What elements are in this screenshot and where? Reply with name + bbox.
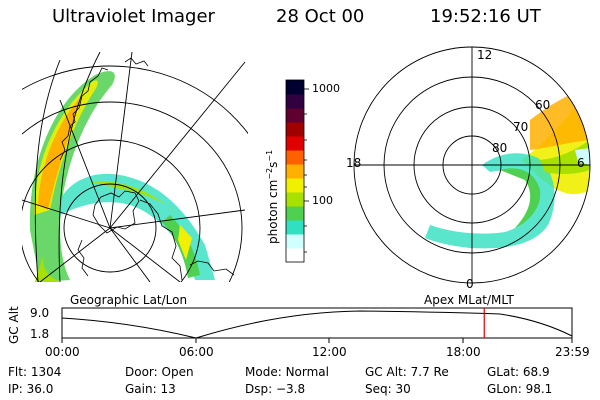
- polar-grid: [353, 46, 591, 284]
- timeline-xtick-1800: 18:00: [446, 345, 481, 359]
- glat-label: GLat:: [487, 365, 520, 379]
- timeline-xtick-1200: 12:00: [312, 345, 347, 359]
- time-label: 19:52:16 UT: [430, 6, 541, 27]
- colorbar-segment: [286, 136, 304, 151]
- door-label: Door:: [125, 365, 158, 379]
- seq-value: 30: [395, 382, 411, 396]
- status-flt: Flt: 1304: [8, 366, 61, 378]
- ip-value: 36.0: [26, 382, 54, 396]
- gain-label: Gain:: [125, 382, 157, 396]
- colorbar-segment: [286, 80, 304, 95]
- glon-label: GLon:: [487, 382, 522, 396]
- colorbar-segment: [286, 178, 304, 193]
- mlt-label-12: 12: [477, 48, 493, 62]
- dsp-label: Dsp:: [245, 382, 273, 396]
- status-mode: Mode: Normal: [245, 366, 329, 378]
- status-glat: GLat: 68.9: [487, 366, 550, 378]
- timeline-xtick-0000: 00:00: [45, 345, 80, 359]
- mode-label: Mode:: [245, 365, 282, 379]
- flt-label: Flt:: [8, 365, 27, 379]
- status-gcalt: GC Alt: 7.7 Re: [365, 366, 449, 378]
- app-title: Ultraviolet Imager: [52, 6, 215, 27]
- door-value: Open: [161, 365, 194, 379]
- status-ip: IP: 36.0: [8, 383, 53, 395]
- colorbar-segment: [286, 206, 304, 221]
- colorbar-segment: [286, 192, 304, 207]
- timeline-ytick-top: 9.0: [30, 306, 50, 320]
- ip-label: IP:: [8, 382, 23, 396]
- gcalt-value: 7.7 Re: [410, 365, 449, 379]
- dsp-value: −3.8: [275, 382, 306, 396]
- gcalt-label: GC Alt:: [365, 365, 407, 379]
- colorbar-segment: [286, 234, 304, 249]
- gain-value: 13: [160, 382, 176, 396]
- timeline-ytick-bottom: 1.8: [30, 327, 50, 341]
- colorbar-tick-1000: 1000: [312, 82, 340, 95]
- colorbar-segment: [286, 164, 304, 179]
- colorbar-tick-100: 100: [312, 194, 333, 207]
- status-gain: Gain: 13: [125, 383, 176, 395]
- lat-label-80: 80: [492, 141, 508, 155]
- timeline-xtick-2359: 23:59: [555, 345, 590, 359]
- status-seq: Seq: 30: [365, 383, 411, 395]
- altitude-curve: [61, 310, 573, 339]
- glat-value: 68.9: [522, 365, 550, 379]
- status-glon: GLon: 98.1: [487, 383, 552, 395]
- lat-label-70: 70: [513, 120, 529, 134]
- flt-value: 1304: [30, 365, 62, 379]
- color-bar: [286, 80, 304, 263]
- right-panel-caption: Apex MLat/MLT: [424, 293, 514, 307]
- colorbar-segment: [286, 122, 304, 137]
- status-door: Door: Open: [125, 366, 194, 378]
- mlt-label-0: 0: [466, 277, 474, 291]
- seq-label: Seq:: [365, 382, 392, 396]
- glon-value: 98.1: [525, 382, 553, 396]
- mode-value: Normal: [285, 365, 329, 379]
- mlt-label-6: 6: [577, 156, 585, 170]
- colorbar-segment: [286, 150, 304, 165]
- timeline-ylabel: GC Alt: [7, 306, 21, 344]
- colorbar-segment: [286, 248, 304, 263]
- date-label: 28 Oct 00: [276, 6, 365, 27]
- aurora-emission-right: [425, 88, 590, 249]
- left-panel-caption: Geographic Lat/Lon: [70, 293, 188, 307]
- status-dsp: Dsp: −3.8: [245, 383, 305, 395]
- lat-label-60: 60: [535, 98, 551, 112]
- colorbar-segment: [286, 94, 304, 109]
- mlt-label-18: 18: [346, 156, 362, 170]
- colorbar-segment: [286, 220, 304, 235]
- colorbar-segment: [286, 108, 304, 123]
- geographic-map: [22, 52, 248, 282]
- timeline-xtick-0600: 06:00: [179, 345, 214, 359]
